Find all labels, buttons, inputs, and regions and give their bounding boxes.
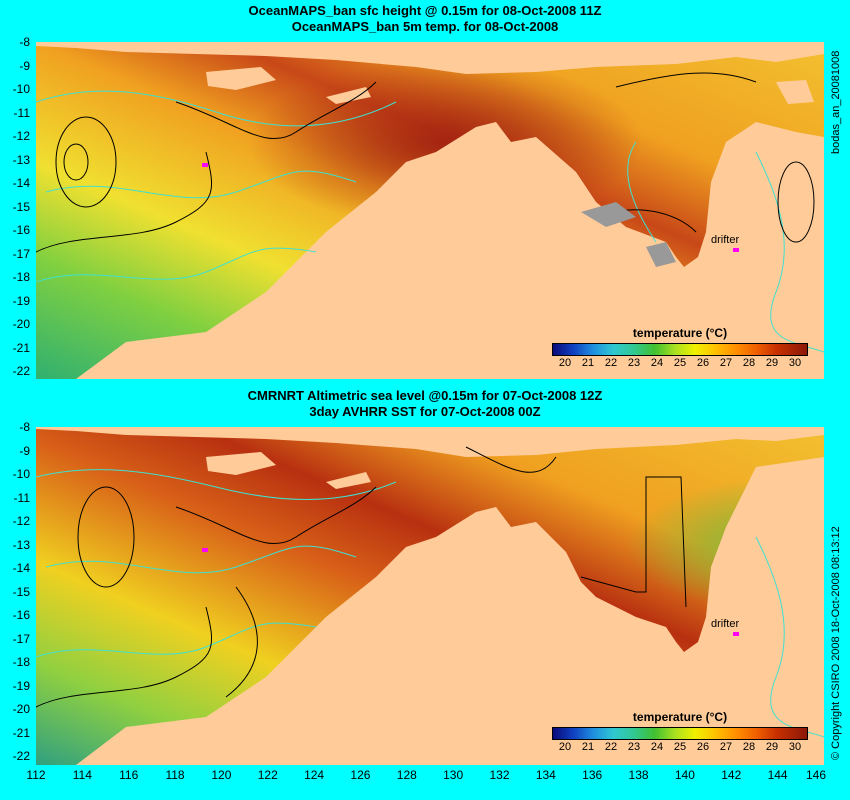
y-tick-label: -14: [12, 561, 30, 575]
y-tick-label: -10: [12, 467, 30, 481]
bottom-title-line1: CMRNRT Altimetric sea level @0.15m for 0…: [247, 388, 603, 403]
colorbar-tick: 27: [719, 741, 733, 753]
top-title-line2: OceanMAPS_ban 5m temp. for 08-Oct-2008: [291, 19, 559, 34]
colorbar-tick: 25: [673, 741, 687, 753]
x-tick-label: 146: [805, 768, 827, 782]
colorbar-tick: 29: [765, 741, 779, 753]
x-tick-label: 112: [26, 768, 46, 782]
y-tick-label: -21: [12, 340, 30, 355]
bottom-title-line2: 3day AVHRR SST for 07-Oct-2008 00Z: [309, 404, 541, 419]
y-tick-label: -17: [12, 631, 30, 646]
x-tick-label: 136: [582, 768, 603, 782]
y-tick-label: -18: [12, 655, 30, 669]
drifter-label: drifter: [711, 234, 740, 246]
top-legend: temperature (°C) 20 21 22 23 24 25 26 27…: [552, 326, 808, 370]
colorbar-tick: 29: [765, 357, 779, 369]
legend-title: temperature (°C): [632, 710, 728, 724]
y-tick-label: -11: [13, 105, 30, 120]
colorbar-tick: 30: [788, 741, 802, 753]
magenta-arrow-icon: [733, 248, 739, 252]
colorbar-tick: 30: [788, 357, 802, 369]
colorbar: [552, 343, 808, 356]
y-tick-label: -10: [12, 82, 30, 96]
y-tick-label: -16: [12, 608, 30, 622]
top-title-line1: OceanMAPS_ban sfc height @ 0.15m for 08-…: [248, 3, 602, 18]
x-tick-label: 138: [628, 768, 649, 782]
colorbar-tick: 22: [604, 741, 618, 753]
colorbar-tick: 24: [650, 741, 664, 753]
colorbar-tick: 21: [581, 357, 595, 369]
y-tick-label: -22: [12, 749, 30, 763]
y-tick-label: -19: [12, 293, 30, 308]
x-tick-label: 122: [257, 768, 278, 782]
magenta-arrow-icon: [733, 632, 739, 636]
bottom-map-panel: drifter temperature (°C) 20 21 22 23 24 …: [36, 427, 824, 765]
colorbar-tick: 26: [696, 741, 710, 753]
top-map-panel: drifter temperature (°C) 20 21 22 23 24 …: [36, 42, 824, 379]
x-tick-label: 126: [350, 768, 371, 782]
bottom-legend: temperature (°C) 20 21 22 23 24 25 26 27…: [552, 710, 808, 754]
x-tick-label: 124: [304, 768, 325, 782]
y-tick-label: -9: [19, 443, 30, 458]
y-tick-label: -9: [19, 58, 30, 73]
x-tick-label: 134: [535, 768, 556, 782]
colorbar: [552, 727, 808, 740]
y-tick-label: -19: [12, 678, 30, 693]
x-tick-label: 144: [767, 768, 788, 782]
y-tick-label: -20: [12, 702, 30, 716]
y-tick-label: -14: [12, 176, 30, 190]
bottom-y-axis: -8 -9 -10 -11 -12 -13 -14 -15 -16 -17 -1…: [0, 420, 34, 765]
colorbar-tick: 28: [742, 741, 756, 753]
y-tick-label: -15: [12, 584, 30, 599]
magenta-arrow-icon: [202, 163, 208, 167]
x-axis: 112 114 116 118 120 122 124 126 128 130 …: [26, 768, 827, 784]
top-y-axis: -8 -9 -10 -11 -12 -13 -14 -15 -16 -17 -1…: [0, 35, 34, 379]
x-tick-label: 118: [165, 768, 185, 782]
colorbar-tick: 25: [673, 357, 687, 369]
colorbar-tick: 23: [627, 741, 641, 753]
colorbar-tick: 24: [650, 357, 664, 369]
y-tick-label: -12: [12, 514, 30, 528]
x-tick-label: 130: [443, 768, 464, 782]
colorbar-tick: 21: [581, 741, 595, 753]
y-tick-label: -18: [12, 270, 30, 284]
legend-title: temperature (°C): [632, 326, 728, 340]
magenta-arrow-icon: [202, 548, 208, 552]
colorbar-tick: 26: [696, 357, 710, 369]
y-tick-label: -21: [12, 725, 30, 740]
y-tick-label: -13: [12, 537, 30, 552]
colorbar-ticks: 20 21 22 23 24 25 26 27 28 29 30: [552, 356, 808, 370]
x-tick-label: 142: [721, 768, 742, 782]
drifter-label: drifter: [711, 618, 740, 630]
y-tick-label: -12: [12, 129, 30, 143]
bottom-side-label: © Copyright CSIRO 2008 18-Oct-2008 08:13…: [830, 526, 842, 760]
x-tick-label: 140: [674, 768, 695, 782]
y-tick-label: -13: [12, 152, 30, 167]
y-tick-label: -16: [12, 223, 30, 237]
colorbar-tick: 27: [719, 357, 733, 369]
y-tick-label: -22: [12, 364, 30, 378]
colorbar-tick: 23: [627, 357, 641, 369]
colorbar-tick: 22: [604, 357, 618, 369]
colorbar-tick: 28: [742, 357, 756, 369]
x-tick-label: 114: [72, 768, 92, 782]
x-tick-label: 132: [489, 768, 510, 782]
colorbar-tick: 20: [558, 741, 572, 753]
x-tick-label: 116: [119, 768, 139, 782]
top-side-label: bodas_an_20081008: [830, 50, 842, 154]
x-tick-label: 128: [396, 768, 417, 782]
x-tick-label: 120: [211, 768, 232, 782]
colorbar-tick: 20: [558, 357, 572, 369]
y-tick-label: -17: [12, 246, 30, 261]
y-tick-label: -8: [19, 420, 30, 434]
y-tick-label: -15: [12, 199, 30, 214]
top-map-image: [36, 42, 824, 379]
y-tick-label: -20: [12, 317, 30, 331]
y-tick-label: -8: [19, 35, 30, 49]
y-tick-label: -11: [13, 490, 30, 505]
bottom-map-image: [36, 427, 824, 765]
colorbar-ticks: 20 21 22 23 24 25 26 27 28 29 30: [552, 740, 808, 754]
